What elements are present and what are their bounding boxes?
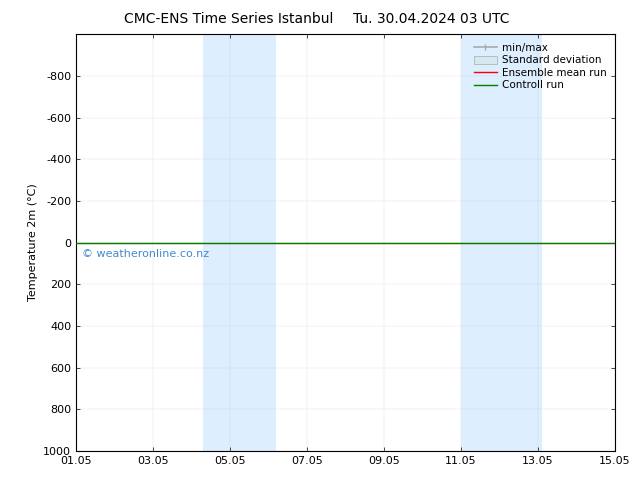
Y-axis label: Temperature 2m (°C): Temperature 2m (°C)	[28, 184, 37, 301]
Legend: min/max, Standard deviation, Ensemble mean run, Controll run: min/max, Standard deviation, Ensemble me…	[470, 40, 610, 94]
Bar	[461, 34, 542, 451]
Text: CMC-ENS Time Series Istanbul: CMC-ENS Time Series Istanbul	[124, 12, 333, 26]
Bar	[203, 34, 276, 451]
Text: © weatheronline.co.nz: © weatheronline.co.nz	[82, 249, 209, 259]
Text: Tu. 30.04.2024 03 UTC: Tu. 30.04.2024 03 UTC	[353, 12, 509, 26]
